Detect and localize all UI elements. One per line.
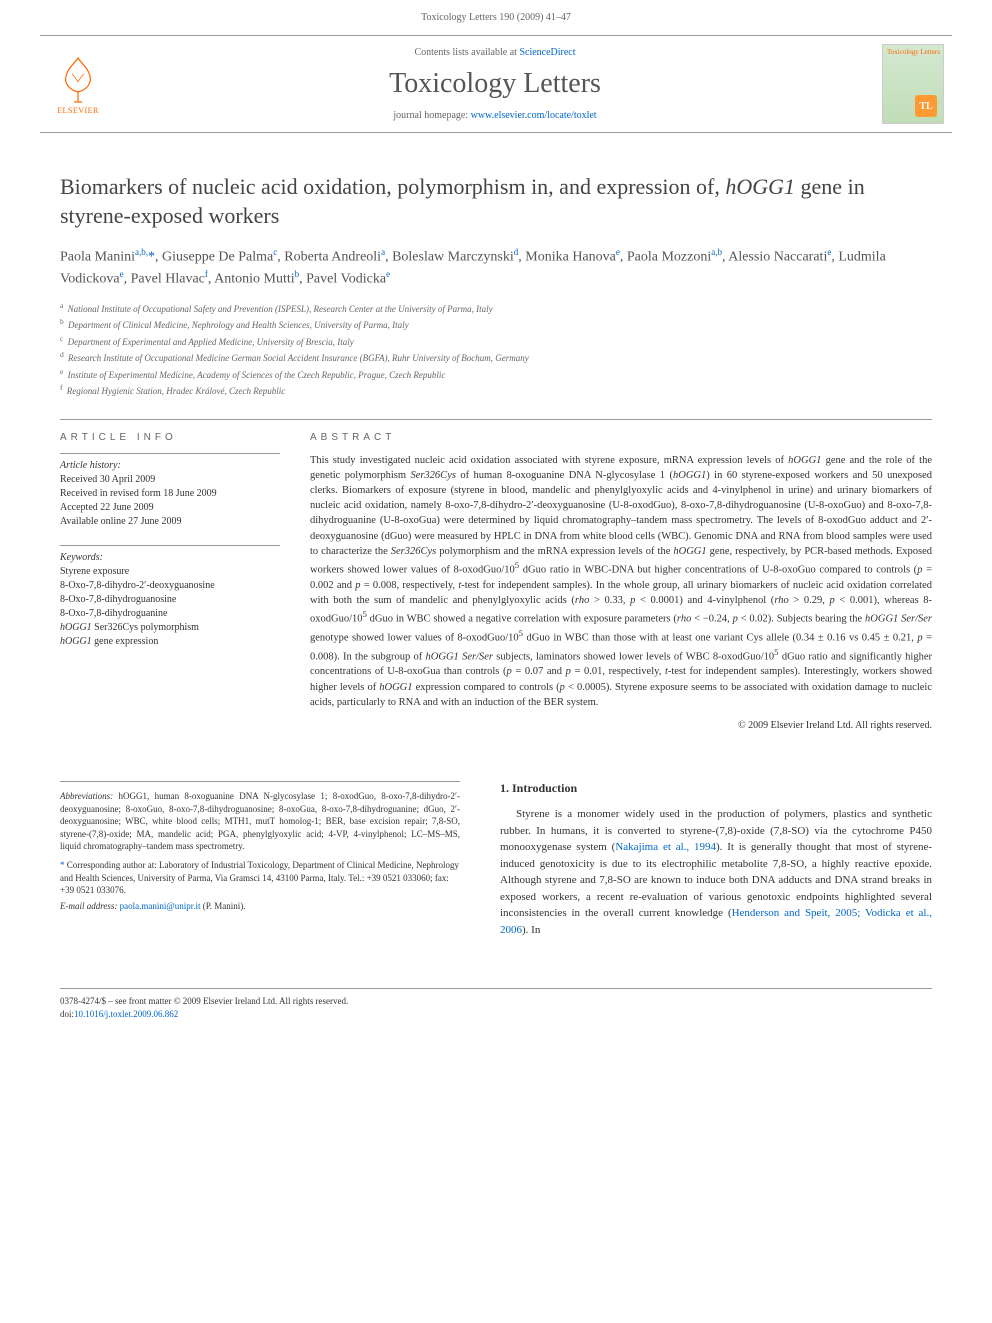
keyword-line: 8-Oxo-7,8-dihydro-2′-deoxyguanosine — [60, 579, 280, 593]
article-title: Biomarkers of nucleic acid oxidation, po… — [60, 173, 932, 230]
doi-link[interactable]: 10.1016/j.toxlet.2009.06.862 — [74, 1009, 178, 1019]
author-list: Paola Maninia,b,*, Giuseppe De Palmac, R… — [60, 246, 932, 289]
introduction-column: 1. Introduction Styrene is a monomer wid… — [500, 781, 932, 938]
article-history-block: Article history: Received 30 April 2009R… — [60, 453, 280, 529]
history-line: Received in revised form 18 June 2009 — [60, 487, 280, 501]
sciencedirect-link[interactable]: ScienceDirect — [519, 47, 575, 58]
footnotes-column: Abbreviations: hOGG1, human 8-oxoguanine… — [60, 781, 460, 938]
affiliation-line: c Department of Experimental and Applied… — [60, 333, 932, 350]
corresponding-star-icon: * — [60, 860, 67, 870]
keyword-line: Styrene exposure — [60, 565, 280, 579]
abbreviations-block: Abbreviations: hOGG1, human 8-oxoguanine… — [60, 790, 460, 853]
masthead-center: Contents lists available at ScienceDirec… — [108, 47, 882, 121]
publisher-label: ELSEVIER — [57, 106, 99, 115]
cover-label: Toxicology Letters — [887, 49, 940, 57]
journal-homepage-line: journal homepage: www.elsevier.com/locat… — [108, 110, 882, 121]
affiliation-line: f Regional Hygienic Station, Hradec Král… — [60, 382, 932, 399]
journal-cover-thumbnail: Toxicology Letters TL — [882, 44, 944, 124]
email-line: E-mail address: paola.manini@unipr.it (P… — [60, 901, 460, 911]
abbreviations-label: Abbreviations: — [60, 791, 113, 801]
keyword-line: hOGG1 Ser326Cys polymorphism — [60, 621, 280, 635]
history-label: Article history: — [60, 460, 280, 471]
abstract-text: This study investigated nucleic acid oxi… — [310, 453, 932, 711]
article-info-column: ARTICLE INFO Article history: Received 3… — [60, 432, 280, 732]
journal-title: Toxicology Letters — [108, 68, 882, 100]
lower-columns: Abbreviations: hOGG1, human 8-oxoguanine… — [60, 781, 932, 938]
page-footer: 0378-4274/$ – see front matter © 2009 El… — [60, 988, 932, 1020]
history-line: Accepted 22 June 2009 — [60, 501, 280, 515]
cover-badge: TL — [915, 95, 937, 117]
keyword-line: 8-Oxo-7,8-dihydroguanine — [60, 607, 280, 621]
history-line: Available online 27 June 2009 — [60, 515, 280, 529]
corresponding-author-block: * Corresponding author at: Laboratory of… — [60, 859, 460, 897]
footer-copyright-line: 0378-4274/$ – see front matter © 2009 El… — [60, 995, 932, 1008]
keywords-block: Keywords: Styrene exposure8-Oxo-7,8-dihy… — [60, 545, 280, 649]
elsevier-tree-icon — [56, 54, 100, 104]
journal-masthead: ELSEVIER Contents lists available at Sci… — [40, 35, 952, 133]
corresponding-email-link[interactable]: paola.manini@unipr.it — [120, 901, 201, 911]
journal-homepage-link[interactable]: www.elsevier.com/locate/toxlet — [471, 110, 597, 121]
keywords-label: Keywords: — [60, 552, 280, 563]
section-divider — [60, 419, 932, 420]
introduction-heading: 1. Introduction — [500, 781, 932, 796]
info-abstract-row: ARTICLE INFO Article history: Received 3… — [60, 432, 932, 732]
footer-doi-line: doi:10.1016/j.toxlet.2009.06.862 — [60, 1008, 932, 1021]
keyword-line: hOGG1 gene expression — [60, 635, 280, 649]
article-info-heading: ARTICLE INFO — [60, 432, 280, 443]
abstract-copyright: © 2009 Elsevier Ireland Ltd. All rights … — [310, 720, 932, 731]
keyword-line: 8-Oxo-7,8-dihydroguanosine — [60, 593, 280, 607]
history-line: Received 30 April 2009 — [60, 473, 280, 487]
introduction-text: Styrene is a monomer widely used in the … — [500, 806, 932, 938]
affiliation-line: e Institute of Experimental Medicine, Ac… — [60, 366, 932, 383]
article-content: Biomarkers of nucleic acid oxidation, po… — [0, 133, 992, 968]
running-header: Toxicology Letters 190 (2009) 41–47 — [0, 0, 992, 35]
affiliations: a National Institute of Occupational Saf… — [60, 300, 932, 399]
affiliation-line: b Department of Clinical Medicine, Nephr… — [60, 316, 932, 333]
affiliation-line: a National Institute of Occupational Saf… — [60, 300, 932, 317]
abstract-column: ABSTRACT This study investigated nucleic… — [310, 432, 932, 732]
elsevier-logo: ELSEVIER — [48, 49, 108, 119]
affiliation-line: d Research Institute of Occupational Med… — [60, 349, 932, 366]
abstract-heading: ABSTRACT — [310, 432, 932, 443]
contents-available-line: Contents lists available at ScienceDirec… — [108, 47, 882, 58]
